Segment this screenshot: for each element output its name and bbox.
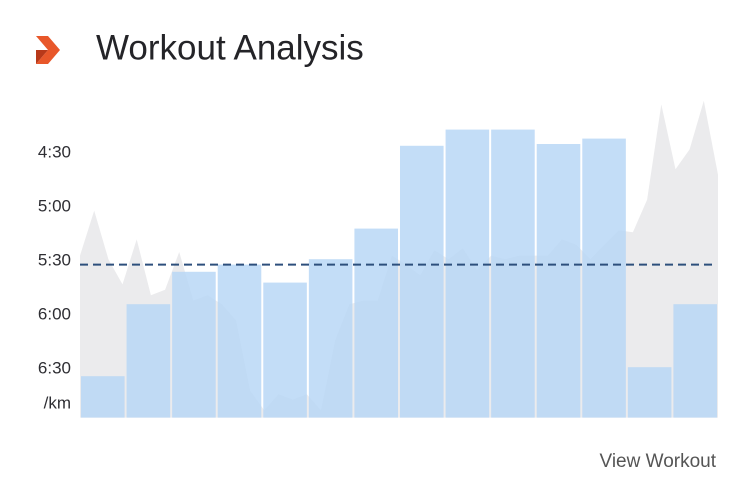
pace-bar [263, 282, 307, 418]
pace-bar [126, 304, 171, 418]
pace-bar [354, 228, 398, 418]
logo [36, 36, 60, 64]
pace-bar [172, 271, 216, 418]
pace-bar [400, 145, 444, 418]
y-tick-label: 6:00 [38, 304, 71, 323]
pace-bar [536, 144, 581, 418]
view-workout-link[interactable]: View Workout [599, 451, 716, 472]
pace-bar [491, 129, 535, 418]
y-tick-label: 5:30 [38, 250, 71, 269]
pace-bar [673, 304, 717, 418]
y-tick-label: 5:00 [38, 196, 71, 215]
pace-bar [627, 367, 672, 418]
pace-bar [217, 264, 262, 418]
y-tick-label: 4:30 [38, 142, 71, 161]
pace-bar [445, 129, 490, 418]
pace-bar [582, 138, 626, 418]
pace-bar [308, 259, 353, 418]
card-title: Workout Analysis [96, 28, 364, 67]
pace-bar [81, 376, 125, 418]
y-unit: /km [44, 393, 71, 412]
y-tick-label: 6:30 [38, 358, 71, 377]
